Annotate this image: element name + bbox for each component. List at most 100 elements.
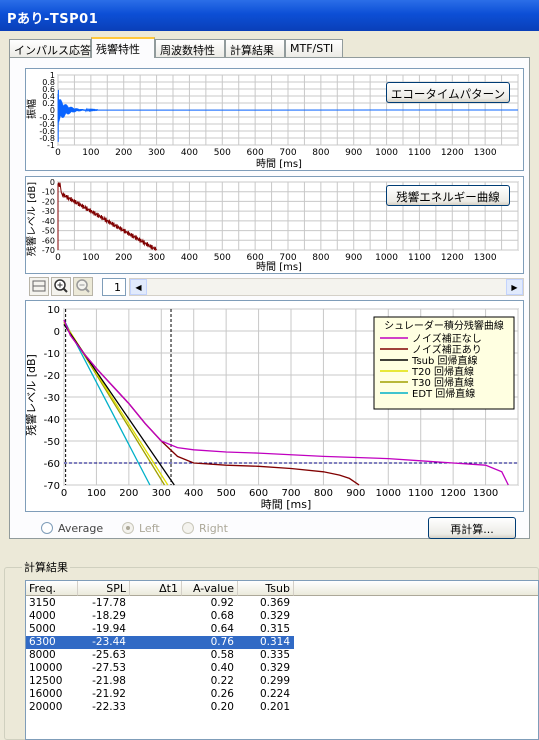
tab-reverberation[interactable]: 残響特性 [91, 37, 155, 58]
table-cell: 0.314 [259, 636, 290, 648]
table-row[interactable]: 5000 -19.94 0.64 0.315 [26, 623, 294, 636]
radio-average[interactable]: Average [41, 522, 103, 535]
zoom-out-button[interactable] [73, 277, 93, 296]
table-row[interactable]: 12500 -21.98 0.22 0.299 [26, 675, 294, 688]
table-cell: -18.29 [92, 610, 126, 622]
x-tick-label: 500 [217, 488, 236, 499]
table-cell: -23.44 [92, 636, 126, 648]
col-header-tsub[interactable]: Tsub [238, 581, 294, 596]
schroeder-chart: 0 100 200 300 400 500 600 700 800 900 1000 1100 1200… [24, 305, 519, 511]
radio-left[interactable]: Left [122, 522, 160, 535]
y-tick-label: -10 [42, 188, 55, 197]
y-tick-label: 1 [50, 71, 55, 80]
scroll-left-arrow-icon[interactable]: ◀ [130, 279, 147, 295]
y-tick-label: -60 [42, 236, 55, 245]
table-row[interactable]: 6300 -23.44 0.76 0.314 [26, 636, 294, 649]
x-tick-label: 1300 [474, 253, 497, 263]
x-tick-label: 600 [247, 148, 264, 158]
table-row[interactable]: 16000 -21.92 0.26 0.224 [26, 688, 294, 701]
schroeder-plot-frame: 0 100 200 300 400 500 600 700 800 900 1000 1100 1200… [24, 300, 524, 512]
radio-left-indicator [122, 522, 134, 534]
x-tick-label: 1000 [375, 253, 398, 263]
col-header-dt1[interactable]: Δt1 [130, 581, 182, 596]
window-title: Pあり-TSP01 [0, 0, 539, 31]
page-number-field[interactable]: 1 [102, 278, 126, 296]
radio-right[interactable]: Right [182, 522, 228, 535]
tab-impulse-response[interactable]: インパルス応答 [9, 39, 91, 57]
tab-frequency[interactable]: 周波数特性 [155, 39, 225, 57]
table-cell: 8000 [29, 649, 56, 661]
legend-entry: T30 回帰直線 [411, 376, 474, 389]
y-tick-label: 0.8 [42, 78, 55, 87]
echo-ylabel: 振幅 [26, 99, 38, 119]
y-tick-label: -0.6 [39, 127, 55, 136]
table-row[interactable]: 3150 -17.78 0.92 0.369 [26, 597, 294, 610]
y-tick-label: -0.2 [39, 113, 55, 122]
energy-ylabel: 残響レベル [dB] [26, 182, 38, 256]
table-cell: 0.22 [210, 675, 234, 687]
horizontal-scrollbar[interactable]: ◀ ▶ [129, 278, 524, 296]
y-tick-label: -50 [44, 437, 60, 448]
y-tick-label: -0.4 [39, 120, 55, 129]
x-tick-label: 700 [281, 488, 300, 499]
table-cell: 0.68 [210, 610, 234, 622]
echo-time-pattern-button[interactable]: エコータイムパターン [386, 82, 510, 103]
x-tick-label: 1200 [441, 253, 464, 263]
x-tick-label: 500 [214, 253, 231, 263]
scroll-right-arrow-icon[interactable]: ▶ [506, 279, 523, 295]
y-tick-label: -20 [42, 197, 55, 206]
table-cell: 12500 [29, 675, 63, 687]
table-cell: -25.63 [92, 649, 126, 661]
table-cell: 0.329 [259, 610, 290, 622]
x-tick-label: 700 [279, 253, 296, 263]
table-cell: 0.315 [259, 623, 290, 635]
table-cell: 0.40 [210, 662, 234, 674]
x-tick-label: 800 [314, 488, 333, 499]
x-tick-label: 400 [181, 148, 198, 158]
x-tick-label: 200 [115, 253, 132, 263]
tab-mtf-sti[interactable]: MTF/STI [285, 39, 343, 57]
fit-view-button[interactable] [29, 277, 49, 296]
y-tick-label: -70 [42, 246, 55, 255]
table-row[interactable]: 20000 -22.33 0.20 0.201 [26, 701, 294, 714]
table-cell: -21.92 [92, 688, 126, 700]
x-tick-label: 1100 [408, 253, 431, 263]
table-cell: 10000 [29, 662, 63, 674]
y-tick-label: -10 [44, 349, 60, 360]
x-tick-label: 900 [345, 148, 362, 158]
x-tick-label: 300 [148, 253, 165, 263]
table-cell: 0.201 [259, 701, 290, 713]
energy-curve-button[interactable]: 残響エネルギー曲線 [386, 185, 510, 206]
tab-calc-results[interactable]: 計算結果 [225, 39, 285, 57]
x-tick-label: 600 [247, 253, 264, 263]
table-row[interactable]: 10000 -27.53 0.40 0.329 [26, 662, 294, 675]
recalculate-button[interactable]: 再計算... [428, 517, 516, 539]
table-cell: 0.26 [210, 688, 234, 700]
results-table[interactable]: Freq. SPL Δt1 A-value Tsub 3150 -17.78 0.9… [25, 580, 539, 740]
series-line [63, 319, 509, 486]
y-tick-label: -40 [42, 217, 55, 226]
y-tick-label: -50 [42, 227, 55, 236]
radio-right-indicator [182, 522, 194, 534]
x-tick-label: 0 [55, 253, 61, 263]
table-cell: 0.299 [259, 675, 290, 687]
table-row[interactable]: 8000 -25.63 0.58 0.335 [26, 649, 294, 662]
x-tick-label: 900 [346, 488, 365, 499]
y-tick-label: 0 [50, 106, 55, 115]
x-tick-label: 300 [148, 148, 165, 158]
results-group-label: 計算結果 [22, 559, 70, 575]
col-header-avalue[interactable]: A-value [182, 581, 238, 596]
col-header-spl[interactable]: SPL [78, 581, 130, 596]
zoom-in-icon [54, 279, 68, 293]
col-header-freq[interactable]: Freq. [26, 581, 78, 596]
legend-entry: T20 回帰直線 [411, 365, 474, 378]
zoom-in-button[interactable] [51, 277, 71, 296]
table-cell: 4000 [29, 610, 56, 622]
y-tick-label: -60 [44, 459, 60, 470]
table-cell: 0.335 [259, 649, 290, 661]
x-tick-label: 400 [184, 488, 203, 499]
table-row[interactable]: 4000 -18.29 0.68 0.329 [26, 610, 294, 623]
x-tick-label: 100 [87, 488, 106, 499]
table-cell: 0.92 [210, 597, 234, 609]
y-tick-label: -40 [44, 415, 60, 426]
